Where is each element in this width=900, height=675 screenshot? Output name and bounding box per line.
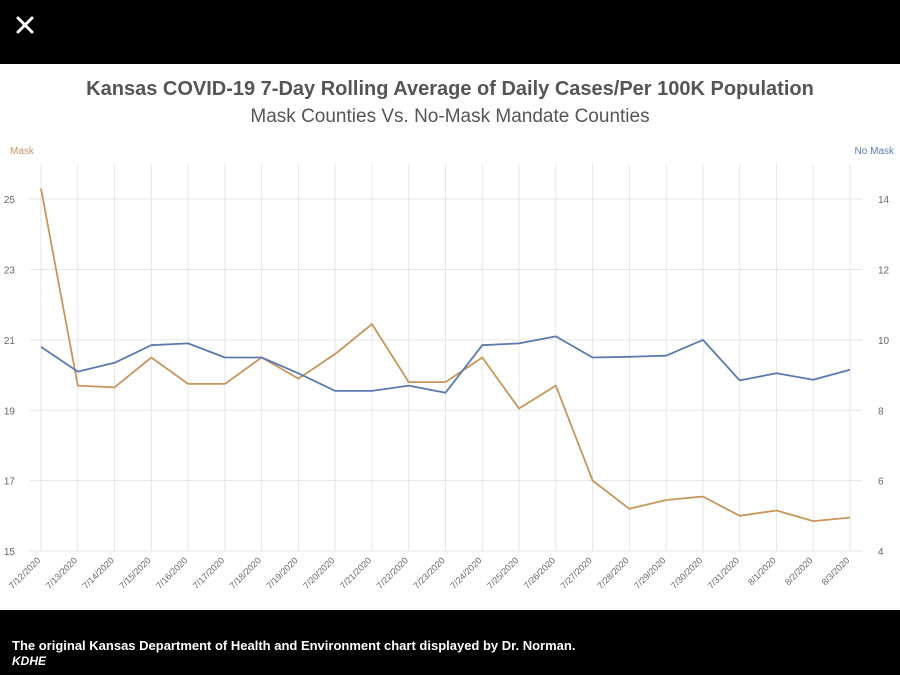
x-tick-label: 8/2/2020 — [783, 555, 815, 587]
x-tick-label: 7/22/2020 — [375, 555, 410, 590]
right-axis-label: No Mask — [854, 146, 894, 157]
x-tick-label: 7/24/2020 — [448, 555, 483, 590]
left-tick-label: 23 — [4, 266, 16, 277]
x-tick-label: 7/14/2020 — [81, 555, 116, 590]
right-tick-label: 8 — [878, 406, 884, 417]
x-tick-label: 7/12/2020 — [7, 555, 42, 590]
photo-caption: The original Kansas Department of Health… — [12, 638, 576, 653]
left-tick-label: 25 — [4, 195, 16, 206]
series-line-mask — [40, 188, 851, 523]
x-tick-label: 7/17/2020 — [191, 555, 226, 590]
x-tick-label: 7/21/2020 — [338, 555, 373, 590]
left-axis-label: Mask — [10, 146, 34, 157]
x-tick-label: 7/26/2020 — [522, 555, 557, 590]
right-tick-label: 10 — [878, 336, 890, 347]
left-tick-label: 19 — [4, 406, 16, 417]
right-tick-label: 12 — [878, 266, 890, 277]
right-tick-label: 4 — [878, 547, 884, 558]
chart-panel: Kansas COVID-19 7-Day Rolling Average of… — [0, 64, 900, 610]
left-tick-label: 15 — [4, 547, 16, 558]
right-tick-label: 14 — [878, 195, 890, 206]
x-tick-label: 7/30/2020 — [669, 555, 704, 590]
x-tick-label: 7/23/2020 — [412, 555, 447, 590]
x-tick-label: 7/25/2020 — [485, 555, 520, 590]
x-tick-label: 7/13/2020 — [44, 555, 79, 590]
left-tick-label: 17 — [4, 477, 16, 488]
photo-credit: KDHE — [12, 654, 47, 668]
left-tick-label: 21 — [4, 336, 16, 347]
x-tick-label: 7/20/2020 — [301, 555, 336, 590]
x-tick-label: 7/29/2020 — [632, 555, 667, 590]
close-icon[interactable] — [12, 12, 38, 38]
x-tick-label: 8/3/2020 — [820, 555, 852, 587]
x-tick-label: 7/16/2020 — [154, 555, 189, 590]
x-tick-label: 7/31/2020 — [706, 555, 741, 590]
x-tick-label: 8/1/2020 — [746, 555, 778, 587]
x-tick-label: 7/15/2020 — [117, 555, 152, 590]
x-tick-label: 7/18/2020 — [228, 555, 263, 590]
right-tick-label: 6 — [878, 477, 884, 488]
chart-title: Kansas COVID-19 7-Day Rolling Average of… — [86, 78, 814, 100]
chart-subtitle: Mask Counties Vs. No-Mask Mandate Counti… — [250, 106, 650, 127]
viewer-top-bar — [0, 0, 900, 64]
x-tick-label: 7/28/2020 — [595, 555, 630, 590]
x-tick-label: 7/27/2020 — [559, 555, 594, 590]
series-line-no-mask — [40, 335, 851, 394]
x-tick-label: 7/19/2020 — [264, 555, 299, 590]
